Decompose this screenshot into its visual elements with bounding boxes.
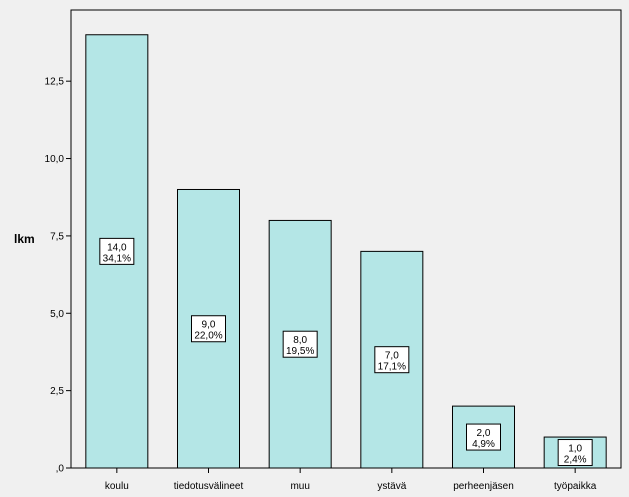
data-label-box [282,330,318,358]
data-label-box [191,315,226,343]
data-label-value: 8,0 [293,335,307,346]
x-tick-label: työpaikka [554,481,597,492]
bars-group: 14,034,1% 9,022,0% 8,019,5% 7,017,1% 2,04,9%… [85,34,607,469]
data-label-value: 1,0 [568,444,582,455]
y-tick-label: 7,5 [50,231,64,242]
data-label-1: 9,022,0% [191,315,226,343]
y-axis-label: lkm [14,232,35,246]
data-label-percent: 4,9% [472,439,495,450]
data-label-3: 7,017,1% [374,346,410,374]
y-tick-label: 12,5 [45,77,65,88]
data-label-percent: 19,5% [286,346,314,357]
y-tick-label: 10,0 [45,154,65,165]
y-tick-label: 2,5 [50,386,64,397]
y-tick-label: 5,0 [50,309,64,320]
x-tick-label: muu [290,481,309,492]
data-label-value: 7,0 [385,351,399,362]
x-tick-label: ystävä [377,481,406,492]
data-label-percent: 2,4% [564,455,587,466]
data-label-percent: 22,0% [194,331,222,342]
data-label-box [374,346,410,374]
data-label-percent: 17,1% [378,362,406,373]
data-label-percent: 34,1% [103,253,131,264]
data-label-5: 1,02,4% [557,439,593,467]
y-tick-label: ,0 [56,464,65,475]
data-label-box [99,237,135,265]
data-label-box [466,423,501,451]
x-tick-label: tiedotusvälineet [174,481,244,492]
x-tick-label: perheenjäsen [453,481,514,492]
data-label-4: 2,04,9% [466,423,501,451]
data-label-2: 8,019,5% [282,330,318,358]
y-axis: ,0 2,5 5,0 7,5 10,0 12,5 [45,77,71,475]
data-label-value: 14,0 [107,242,127,253]
data-label-box [557,439,593,467]
data-label-value: 2,0 [477,428,491,439]
x-axis: koulu tiedotusvälineet muu ystävä perheenjäs… [105,468,597,492]
data-label-value: 9,0 [202,320,216,331]
data-label-0: 14,034,1% [99,237,135,265]
plot-area [70,9,622,469]
x-tick-label: koulu [105,481,129,492]
